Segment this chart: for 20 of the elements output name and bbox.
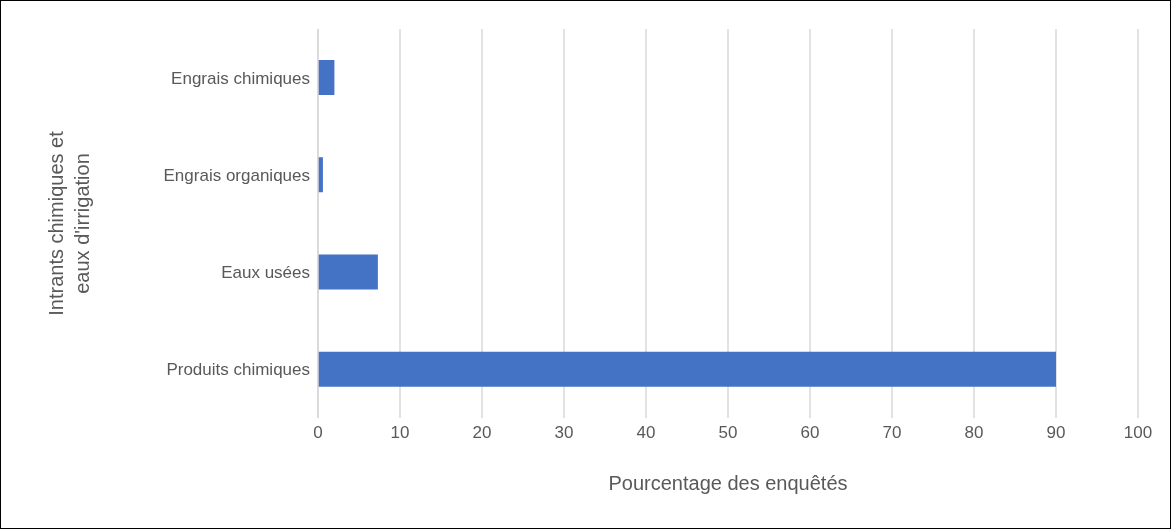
bar — [318, 60, 335, 96]
y-axis-title: Intrants chimiques et eaux d'irrigation — [45, 130, 93, 316]
bar — [318, 351, 1056, 387]
y-tick-label: Produits chimiques — [166, 360, 310, 380]
x-tick-label: 0 — [313, 423, 323, 443]
bar — [318, 254, 378, 290]
x-tick-label: 80 — [964, 423, 984, 443]
x-tick-label: 60 — [800, 423, 820, 443]
y-tick-label: Eaux usées — [221, 263, 310, 283]
x-tick-label: 90 — [1046, 423, 1066, 443]
y-tick-label: Engrais chimiques — [171, 68, 310, 88]
x-tick-label: 40 — [636, 423, 656, 443]
x-tick-label: 50 — [718, 423, 738, 443]
y-tick-label: Engrais organiques — [163, 165, 310, 185]
x-tick-label: 20 — [472, 423, 492, 443]
x-tick-label: 30 — [554, 423, 574, 443]
x-tick-label: 70 — [882, 423, 902, 443]
x-tick-label: 100 — [1123, 423, 1153, 443]
x-tick-label: 10 — [390, 423, 410, 443]
x-axis-title: Pourcentage des enquêtés — [608, 472, 848, 494]
